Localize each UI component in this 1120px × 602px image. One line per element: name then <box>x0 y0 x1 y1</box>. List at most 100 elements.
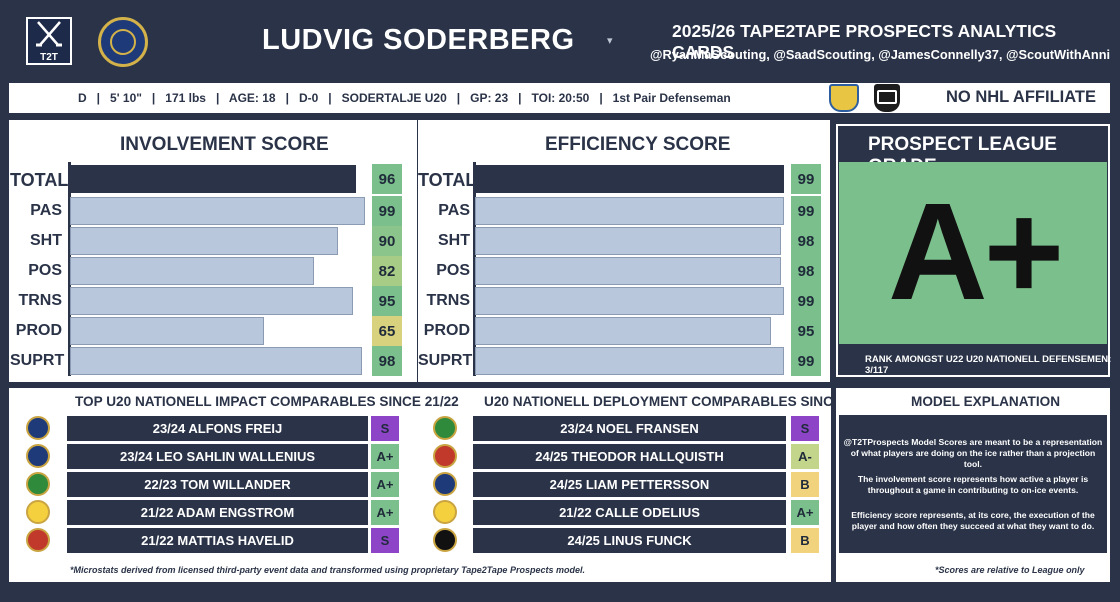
team-logo-icon <box>26 472 50 496</box>
comparable-name: 24/25 LINUS FUNCK <box>473 528 786 553</box>
cards-title: 2025/26 TAPE2TAPE PROSPECTS ANALYTICS CA… <box>672 21 1057 62</box>
header <box>0 0 1120 82</box>
model-paragraph-3: Efficiency score represents, at its core… <box>851 510 1095 531</box>
team-logo-icon <box>433 444 457 468</box>
efficiency-title: EFFICIENCY SCORE <box>545 134 731 155</box>
comparable-grade: A+ <box>791 500 819 525</box>
comparable-grade: A+ <box>371 444 399 469</box>
comparable-name: 23/24 NOEL FRANSEN <box>473 416 786 441</box>
comparable-grade: A+ <box>371 500 399 525</box>
score-bar <box>70 165 356 193</box>
score-bar <box>475 165 784 193</box>
score-label: SHT <box>30 232 62 249</box>
t2t-logo: T2T <box>26 17 72 65</box>
score-label: TOTAL <box>10 170 69 190</box>
model-box <box>838 414 1108 554</box>
grade-box <box>839 162 1107 344</box>
team-logo-icon <box>26 500 50 524</box>
team-logo-icon <box>433 500 457 524</box>
score-bar <box>70 197 365 225</box>
team-logo-icon <box>433 528 457 552</box>
player-info: D | 5' 10" | 171 lbs | AGE: 18 | D-0 | S… <box>78 91 731 105</box>
score-value: 99 <box>372 196 402 226</box>
score-value: 90 <box>372 226 402 256</box>
score-bar <box>70 257 314 285</box>
score-label: TOTAL <box>418 170 477 190</box>
score-bar <box>70 317 264 345</box>
comparable-name: 24/25 THEODOR HALLQUISTH <box>473 444 786 469</box>
team-logo-icon <box>829 84 859 112</box>
team-logo-icon <box>26 416 50 440</box>
score-value: 82 <box>372 256 402 286</box>
chevron-down-icon[interactable]: ▾ <box>607 35 613 47</box>
team-logo-icon <box>433 416 457 440</box>
team-logo-icon <box>433 472 457 496</box>
score-label: PAS <box>30 202 62 219</box>
footnote-right: *Scores are relative to League only <box>935 565 1085 575</box>
score-bar <box>70 347 362 375</box>
comparable-grade: A+ <box>371 472 399 497</box>
score-bar <box>70 287 353 315</box>
comparable-name: 21/22 MATTIAS HAVELID <box>67 528 368 553</box>
score-value: 96 <box>372 164 402 194</box>
score-value: 95 <box>372 286 402 316</box>
score-value: 98 <box>791 226 821 256</box>
score-value: 99 <box>791 286 821 316</box>
comparable-grade: S <box>371 416 399 441</box>
league-seal-logo <box>98 17 148 67</box>
comparable-name: 22/23 TOM WILLANDER <box>67 472 368 497</box>
score-label: POS <box>28 262 62 279</box>
involvement-title: INVOLVEMENT SCORE <box>120 134 329 155</box>
comparable-name: 24/25 LIAM PETTERSSON <box>473 472 786 497</box>
score-value: 99 <box>791 196 821 226</box>
score-value: 95 <box>791 316 821 346</box>
team-logo-icon <box>26 528 50 552</box>
nhl-logo-icon <box>874 84 900 112</box>
grade-rank: RANK AMONGST U22 U20 NATIONELL DEFENSEME… <box>865 354 1112 376</box>
team-logo-icon <box>26 444 50 468</box>
score-label: PROD <box>423 322 470 339</box>
comparable-name: 21/22 CALLE ODELIUS <box>473 500 786 525</box>
score-bar <box>475 197 784 225</box>
score-value: 98 <box>791 256 821 286</box>
score-label: SUPRT <box>10 352 65 369</box>
comparable-name: 23/24 ALFONS FREIJ <box>67 416 368 441</box>
score-label: TRNS <box>426 292 470 309</box>
comparable-name: 23/24 LEO SAHLIN WALLENIUS <box>67 444 368 469</box>
score-value: 65 <box>372 316 402 346</box>
crossed-sticks-icon <box>36 21 62 47</box>
score-bar <box>475 227 781 255</box>
impact-comps-title: TOP U20 NATIONELL IMPACT COMPARABLES SIN… <box>75 394 459 409</box>
footnote-left: *Microstats derived from licensed third-… <box>70 565 585 575</box>
model-paragraph-1: @T2TProspects Model Scores are meant to … <box>843 437 1103 469</box>
comparable-grade: B <box>791 472 819 497</box>
logo-text: T2T <box>40 52 58 63</box>
score-label: PROD <box>15 322 62 339</box>
efficiency-axis <box>473 162 476 376</box>
player-name: LUDVIG SODERBERG <box>262 24 575 56</box>
score-value: 98 <box>372 346 402 376</box>
score-label: SHT <box>438 232 470 249</box>
comparable-grade: A- <box>791 444 819 469</box>
info-bar <box>9 83 1110 113</box>
involvement-axis <box>68 162 71 376</box>
score-bar <box>475 257 781 285</box>
grade-letter: A+ <box>888 175 1064 329</box>
score-value: 99 <box>791 164 821 194</box>
model-paragraph-2: The involvement score represents how act… <box>857 474 1089 495</box>
deploy-comps-title: U20 NATIONELL DEPLOYMENT COMPARABLES SIN… <box>484 394 880 409</box>
model-title: MODEL EXPLANATION <box>911 394 1061 409</box>
score-bar <box>475 317 771 345</box>
score-label: POS <box>436 262 470 279</box>
score-label: PAS <box>438 202 470 219</box>
comparable-grade: B <box>791 528 819 553</box>
comparable-name: 21/22 ADAM ENGSTROM <box>67 500 368 525</box>
score-bar <box>70 227 338 255</box>
scout-handles: @RyanMaScouting, @SaadScouting, @JamesCo… <box>650 47 1111 62</box>
comparable-grade: S <box>791 416 819 441</box>
comparable-grade: S <box>371 528 399 553</box>
score-bar <box>475 347 784 375</box>
score-bar <box>475 287 784 315</box>
score-label: TRNS <box>18 292 62 309</box>
score-label: SUPRT <box>418 352 473 369</box>
